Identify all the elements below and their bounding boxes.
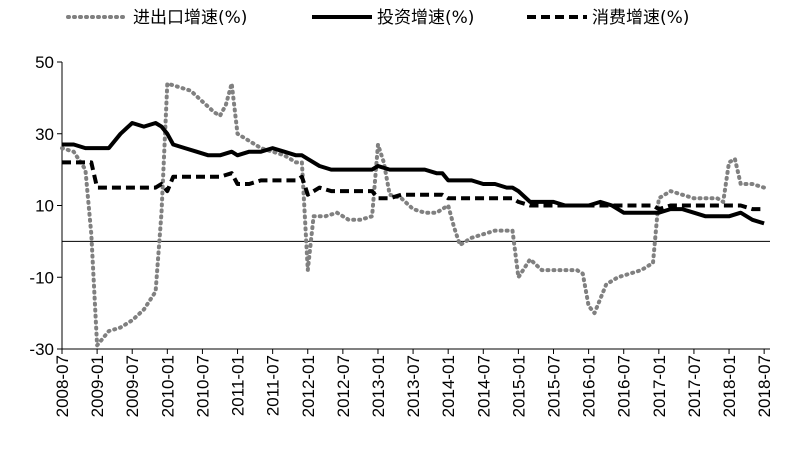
x-tick-label: 2014-01 bbox=[439, 355, 458, 417]
x-tick-label: 2016-01 bbox=[580, 355, 599, 417]
y-tick-label: -10 bbox=[29, 268, 54, 287]
x-tick-label: 2010-07 bbox=[193, 355, 212, 417]
x-tick-label: 2015-07 bbox=[545, 355, 564, 417]
y-tick-label: 50 bbox=[35, 53, 54, 72]
legend-label-0: 进出口增速(%) bbox=[133, 8, 247, 28]
series-line-1 bbox=[62, 121, 765, 226]
x-tick-label: 2009-01 bbox=[88, 355, 107, 417]
plot-series bbox=[60, 81, 767, 348]
x-tick-label: 2012-01 bbox=[299, 355, 318, 417]
legend-label-1: 投资增速(%) bbox=[377, 8, 474, 28]
x-tick-label: 2018-01 bbox=[720, 355, 739, 417]
series-line-2 bbox=[62, 160, 765, 212]
y-tick-label: 30 bbox=[35, 125, 54, 144]
x-tick-label: 2013-07 bbox=[404, 355, 423, 417]
x-tick-label: 2011-07 bbox=[264, 355, 283, 416]
x-tick-label: 2008-07 bbox=[53, 355, 72, 417]
x-tick-label: 2016-07 bbox=[615, 355, 634, 417]
series-line-0 bbox=[60, 81, 767, 348]
y-tick-label: -30 bbox=[29, 340, 54, 359]
y-tick-label: 10 bbox=[35, 197, 54, 216]
x-tick-label: 2018-07 bbox=[755, 355, 774, 417]
x-tick-label: 2017-01 bbox=[650, 355, 669, 417]
x-tick-label: 2014-07 bbox=[474, 355, 493, 417]
y-axis-ticks: -30 -10 10 30 50 bbox=[29, 53, 62, 359]
x-tick-label: 2013-01 bbox=[369, 355, 388, 417]
legend: 进出口增速(%) 投资增速(%) 消费增速(%) bbox=[66, 8, 689, 28]
x-tick-label: 2015-01 bbox=[509, 355, 528, 417]
x-tick-label: 2012-07 bbox=[334, 355, 353, 417]
x-axis-ticks: 2008-07 2009-01 2009-07 2010-01 2010-07 2011-… bbox=[53, 349, 774, 417]
x-tick-label: 2011-01 bbox=[229, 355, 248, 416]
axes bbox=[61, 62, 770, 350]
x-tick-label: 2017-07 bbox=[685, 355, 704, 417]
legend-label-2: 消费增速(%) bbox=[592, 8, 689, 28]
x-tick-label: 2009-07 bbox=[123, 355, 142, 417]
x-tick-label: 2010-01 bbox=[158, 355, 177, 417]
